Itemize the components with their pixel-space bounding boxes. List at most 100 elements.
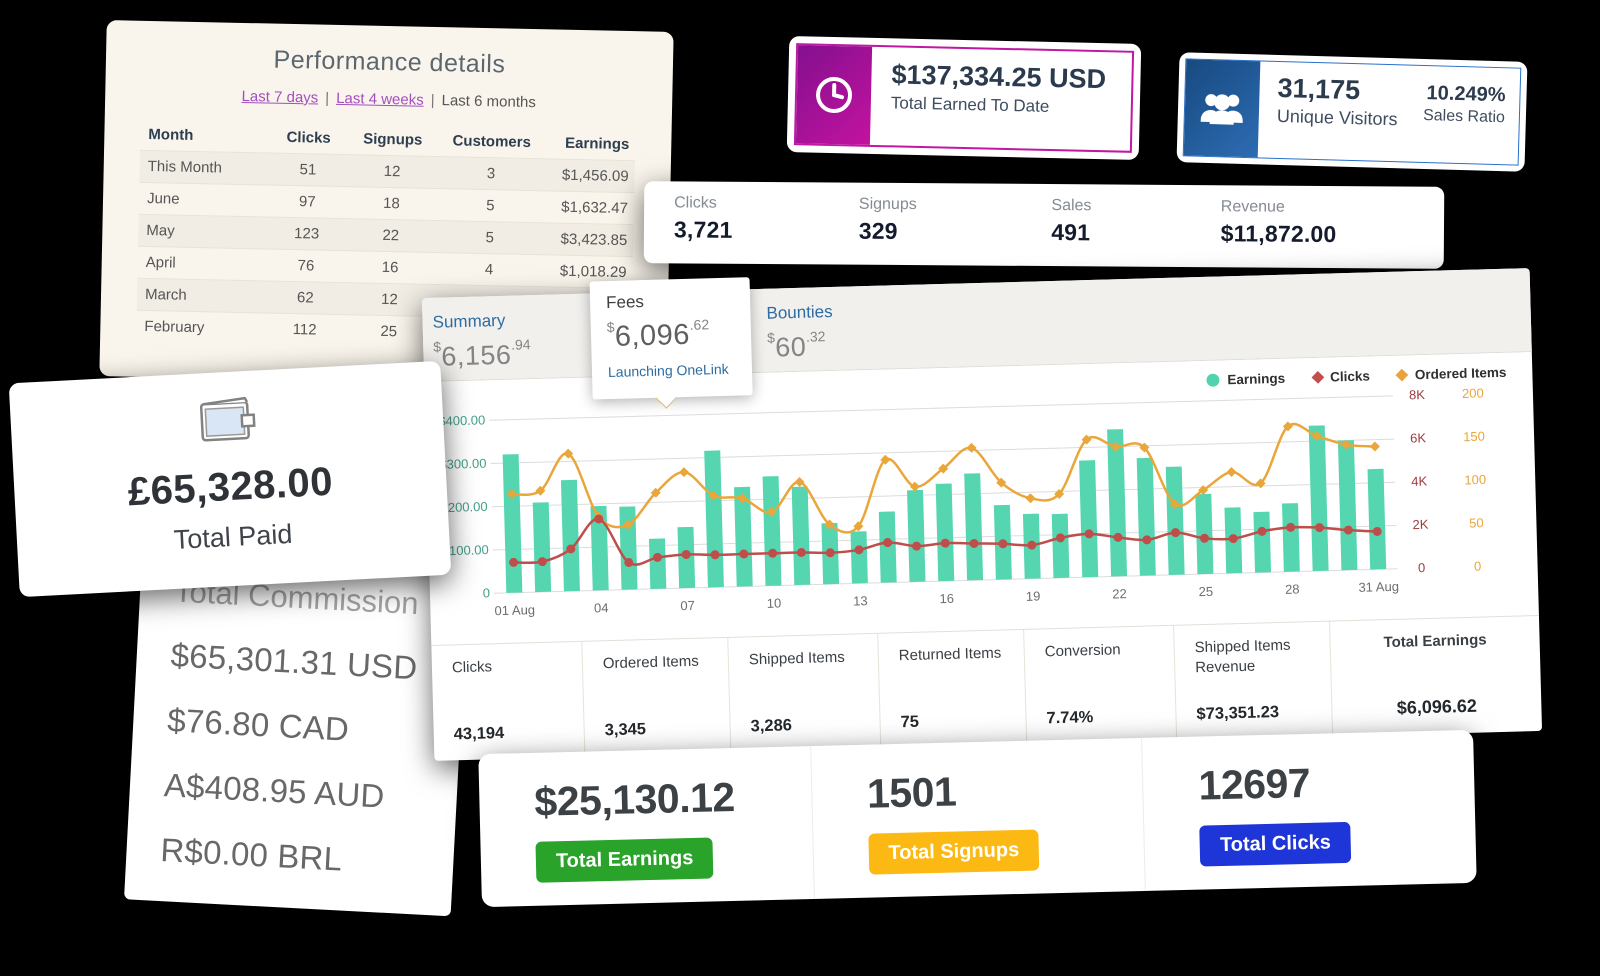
report-stat-value: 75 xyxy=(900,712,920,732)
sales-ratio-label: Sales Ratio xyxy=(1422,106,1506,127)
users-icon xyxy=(1183,59,1261,158)
legend-clicks: Clicks xyxy=(1311,368,1370,385)
svg-text:200: 200 xyxy=(1462,385,1484,401)
report-stat-label: Returned Items xyxy=(898,644,1002,665)
commission-amount: A$408.95 AUD xyxy=(163,766,386,815)
cell: $3,423.85 xyxy=(543,222,634,257)
svg-text:28: 28 xyxy=(1285,581,1300,596)
tab-fees-popup[interactable]: Fees $6,096.62 Launching OneLink xyxy=(589,277,753,409)
svg-text:$300.00: $300.00 xyxy=(439,456,486,472)
commission-amount: $76.80 CAD xyxy=(166,701,350,748)
report-stat-label: Shipped Items xyxy=(748,648,845,669)
svg-text:25: 25 xyxy=(1198,584,1213,599)
total-pill-button[interactable]: Total Signups xyxy=(867,829,1040,875)
svg-text:19: 19 xyxy=(1026,588,1041,603)
cell: 112 xyxy=(264,312,345,347)
stats-bar-card: Clicks 3,721 Signups 329 Sales 491 Revenue $11,… xyxy=(643,181,1445,269)
report-stat-label: Ordered Items xyxy=(602,652,699,673)
report-stat-returned-items: Returned Items 75 xyxy=(877,629,1027,749)
filter-separator: | xyxy=(430,91,435,109)
column-header-earnings: Earnings xyxy=(564,134,630,154)
cell: 4 xyxy=(434,252,544,287)
svg-text:0: 0 xyxy=(1418,560,1426,575)
fees-tab-label[interactable]: Fees xyxy=(605,292,645,313)
svg-text:31 Aug: 31 Aug xyxy=(1358,579,1399,595)
chart-area: Earnings Clicks Ordered Items $400.00 8K 200… xyxy=(424,352,1539,645)
tab-bounties[interactable]: Bounties $60.32 xyxy=(766,287,834,364)
svg-text:$400.00: $400.00 xyxy=(438,412,485,428)
svg-text:07: 07 xyxy=(680,598,695,613)
legend-label: Ordered Items xyxy=(1414,364,1507,383)
report-stat-conversion: Conversion 7.74% xyxy=(1023,625,1177,745)
total-commission-card: Total Commission $65,301.31 USD $76.80 CA… xyxy=(124,547,469,917)
report-stat-ordered-items: Ordered Items 3,345 xyxy=(581,637,731,757)
clock-icon xyxy=(795,45,873,145)
total-earned-card: $137,334.25 USD Total Earned To Date xyxy=(786,36,1142,160)
svg-text:$200.00: $200.00 xyxy=(440,499,487,515)
stat-sales: Sales 491 xyxy=(1051,197,1221,267)
svg-text:150: 150 xyxy=(1463,429,1485,445)
report-stat-label: Clicks xyxy=(451,658,493,677)
legend-label: Earnings xyxy=(1227,370,1286,388)
associates-report-card: Summary $6,156.94 Fees $6,096.62 Launchi… xyxy=(421,268,1543,761)
visitors-value: 31,175 xyxy=(1277,72,1361,106)
report-stat-label: Shipped Items Revenue xyxy=(1194,636,1291,677)
filter-last-6-months[interactable]: Last 6 months xyxy=(441,92,536,112)
bounties-tab-label[interactable]: Bounties xyxy=(766,301,833,323)
earnings-marker-icon xyxy=(1206,373,1220,387)
commission-amount: $65,301.31 USD xyxy=(169,636,419,687)
commission-amount: R$0.00 BRL xyxy=(159,831,344,878)
cell: February xyxy=(136,310,266,345)
svg-text:$100.00: $100.00 xyxy=(442,542,489,558)
cell: 76 xyxy=(266,249,346,283)
legend-earnings: Earnings xyxy=(1206,371,1285,388)
cell: 16 xyxy=(345,250,435,285)
tab-summary[interactable]: Summary $6,156.94 xyxy=(432,295,531,373)
cell: 12 xyxy=(344,282,435,317)
column-header-customers: Customers xyxy=(452,132,532,152)
total-pill-button[interactable]: Total Clicks xyxy=(1199,821,1352,867)
svg-text:0: 0 xyxy=(483,585,491,600)
svg-text:2K: 2K xyxy=(1412,517,1429,532)
stat-revenue: Revenue $11,872.00 xyxy=(1220,198,1444,269)
launching-onelink-link[interactable]: Launching OneLink xyxy=(607,360,729,381)
svg-text:50: 50 xyxy=(1469,515,1484,530)
filter-last-4-weeks[interactable]: Last 4 weeks xyxy=(335,89,424,109)
total-paid-amount: £65,328.00 xyxy=(126,459,335,515)
stat-value: $11,872.00 xyxy=(1220,220,1337,248)
total-value: 12697 xyxy=(1198,759,1311,809)
report-stat-label: Total Earnings xyxy=(1383,631,1487,652)
column-header-clicks: Clicks xyxy=(286,128,331,147)
stat-label: Sales xyxy=(1051,197,1092,215)
filter-last-7-days[interactable]: Last 7 days xyxy=(241,87,319,107)
svg-text:0: 0 xyxy=(1474,559,1482,574)
stat-signups: Signups 329 xyxy=(859,196,1052,266)
stat-label: Revenue xyxy=(1220,198,1285,216)
total-pill-button[interactable]: Total Earnings xyxy=(535,837,714,883)
total-earned-value: $137,334.25 USD xyxy=(891,59,1107,95)
cell: 12 xyxy=(347,154,437,189)
column-header-month: Month xyxy=(148,126,194,144)
cell: $1,632.47 xyxy=(544,190,635,225)
stat-value: 329 xyxy=(858,217,898,244)
svg-text:6K: 6K xyxy=(1410,430,1427,445)
total-total-earnings: $25,130.12 Total Earnings xyxy=(478,746,813,907)
stat-value: 3,721 xyxy=(673,216,733,243)
summary-tab-label[interactable]: Summary xyxy=(432,310,506,332)
report-stat-value: 43,194 xyxy=(453,724,505,744)
ordered-items-marker-icon xyxy=(1395,368,1409,382)
stat-value: 491 xyxy=(1051,219,1091,246)
cell: 22 xyxy=(345,218,436,253)
cell: $1,456.09 xyxy=(545,158,635,193)
total-value: 1501 xyxy=(866,768,957,817)
cell: March xyxy=(136,278,267,313)
performance-title: Performance details xyxy=(273,45,506,79)
sales-ratio-value: 10.249% xyxy=(1426,82,1506,107)
stat-clicks: Clicks 3,721 xyxy=(674,194,859,264)
svg-text:16: 16 xyxy=(939,591,954,606)
total-total-signups: 1501 Total Signups xyxy=(809,737,1146,900)
cell: 5 xyxy=(434,220,545,255)
legend-ordered-items: Ordered Items xyxy=(1395,364,1507,383)
